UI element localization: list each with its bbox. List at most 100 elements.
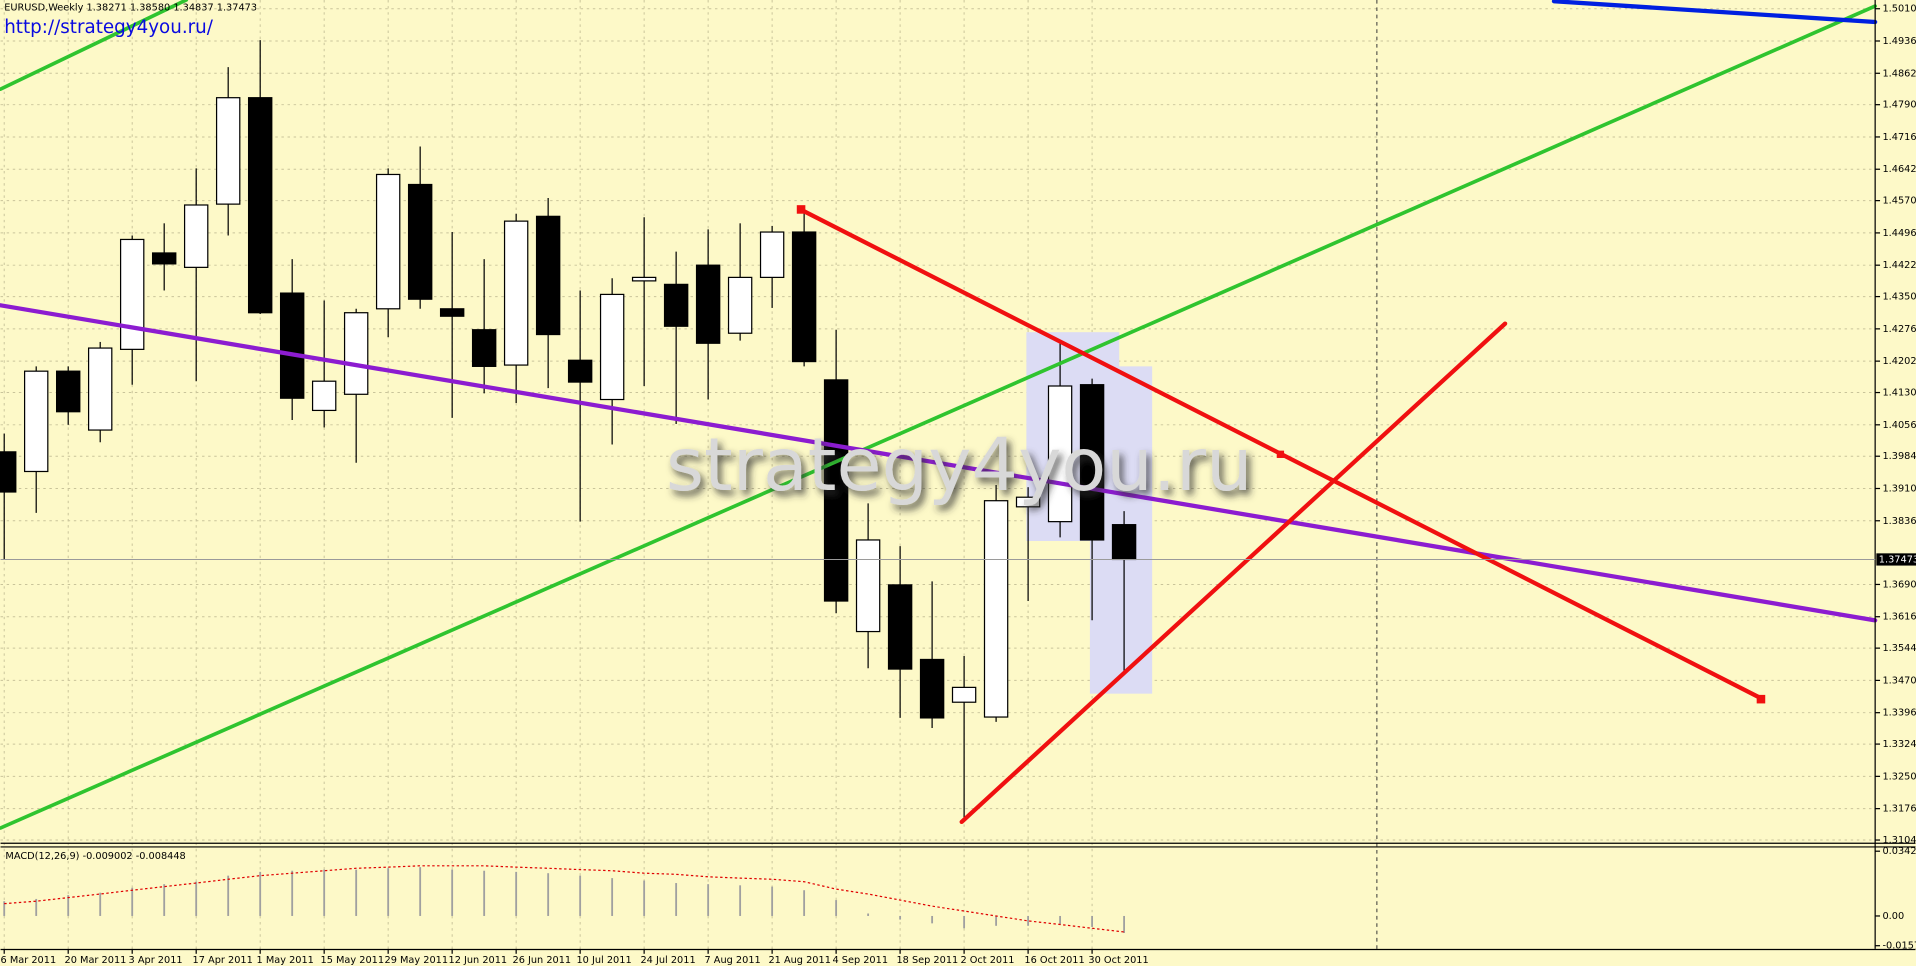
y-tick-label: 1.39100 (1882, 483, 1916, 494)
y-tick-label: 1.39840 (1882, 451, 1916, 462)
candle-body (343, 312, 369, 395)
candle-body (887, 584, 913, 670)
candle-body (119, 238, 145, 350)
candle-body (311, 380, 337, 412)
y-tick-label: 1.43500 (1882, 292, 1916, 303)
x-tick-label: 18 Sep 2011 (896, 955, 958, 966)
candle-body (727, 276, 753, 334)
y-tick-label: 1.47160 (1882, 132, 1916, 143)
candle-body (0, 451, 17, 493)
y-tick-label: 1.41300 (1882, 388, 1916, 399)
candle-body (599, 293, 625, 401)
grid (0, 0, 1876, 949)
y-tick-label: 1.35440 (1882, 643, 1916, 654)
x-tick-label: 12 Jun 2011 (448, 955, 507, 966)
y-tick-label: 1.34700 (1882, 675, 1916, 686)
candle-body (279, 292, 305, 399)
drawings (0, 0, 1878, 830)
candle-body (535, 215, 561, 336)
x-tick-label: 3 Apr 2011 (129, 955, 183, 966)
y-tick-label: 1.46420 (1882, 164, 1916, 175)
candle-body (919, 658, 945, 719)
candle-body (151, 252, 177, 265)
y-tick-label: 1.42020 (1882, 356, 1916, 367)
candle-body (375, 173, 401, 310)
x-tick-label: 17 Apr 2011 (193, 955, 253, 966)
x-tick-label: 1 May 2011 (257, 955, 314, 966)
trend-line (959, 321, 1508, 825)
candle-body (823, 379, 849, 602)
last-price-label: 1.37473 (1879, 554, 1916, 565)
candle-body (23, 370, 49, 473)
x-tick-label: 29 May 2011 (385, 955, 449, 966)
x-tick-label: 30 Oct 2011 (1088, 955, 1148, 966)
y-tick-label: 1.32500 (1882, 771, 1916, 782)
x-tick-label: 16 Oct 2011 (1024, 955, 1084, 966)
y-tick-label: 1.44960 (1882, 228, 1916, 239)
y-tick-label: 1.44220 (1882, 260, 1916, 271)
x-tick-label: 24 Jul 2011 (640, 955, 695, 966)
candle-body (951, 686, 977, 703)
y-tick-label: 1.31760 (1882, 804, 1916, 815)
x-tick-label: 26 Jun 2011 (512, 955, 571, 966)
candle-body (55, 370, 81, 413)
x-tick-label: 6 Mar 2011 (1, 955, 57, 966)
candle-body (87, 347, 113, 431)
candle-body (1047, 385, 1073, 523)
chart-title: EURUSD,Weekly 1.38271 1.38580 1.34837 1.… (4, 2, 257, 13)
y-tick-label: 1.36900 (1882, 579, 1916, 590)
x-tick-label: 20 Mar 2011 (65, 955, 127, 966)
site-link[interactable]: http://strategy4you.ru/ (4, 17, 214, 38)
trend-line (0, 303, 1878, 623)
x-tick-label: 7 Aug 2011 (704, 955, 760, 966)
y-tick-label: -0.01571 (1882, 941, 1916, 952)
y-tick-label: 0.00 (1882, 911, 1904, 922)
candle-body (983, 500, 1009, 718)
y-tick-label: 1.42760 (1882, 324, 1916, 335)
x-tick-label: 15 May 2011 (321, 955, 385, 966)
candle-body (1015, 496, 1041, 508)
x-tick-label: 4 Sep 2011 (832, 955, 888, 966)
candle-body (663, 283, 689, 327)
plot-area (0, 40, 1137, 934)
candle-body (759, 231, 785, 279)
candle-body (503, 220, 529, 366)
candle-body (183, 204, 209, 268)
y-tick-label: 0.034221 (1882, 846, 1916, 857)
candle-body (631, 276, 657, 282)
anchor-point (1276, 450, 1285, 458)
y-tick-label: 1.48620 (1882, 68, 1916, 79)
y-tick-label: 1.50100 (1882, 4, 1916, 15)
candle-body (247, 97, 273, 314)
candle-body (407, 183, 433, 300)
candle-body (439, 308, 465, 317)
trend-line (1551, 0, 1878, 25)
y-tick-label: 1.47900 (1882, 100, 1916, 111)
y-tick-label: 1.49360 (1882, 36, 1916, 47)
y-tick-label: 1.33240 (1882, 739, 1916, 750)
last-price-box (1876, 553, 1916, 566)
watermark: strategy4you.ru (666, 423, 1253, 508)
x-tick-label: 10 Jul 2011 (576, 955, 631, 966)
axes: 1.50100 1.49360 1.48620 1.47900 1.47160 1.464… (1, 4, 1916, 966)
candle-body (471, 329, 497, 367)
anchor-point (1756, 694, 1766, 704)
anchor-point (796, 205, 806, 214)
candle-body (567, 359, 593, 383)
y-tick-label: 1.31040 (1882, 835, 1916, 846)
trend-line (0, 4, 1877, 830)
y-tick-label: 1.33960 (1882, 708, 1916, 719)
trend-line (0, 0, 189, 91)
candle-body (791, 231, 817, 363)
x-tick-label: 2 Oct 2011 (960, 955, 1014, 966)
y-tick-label: 1.36160 (1882, 612, 1916, 623)
candle-body (1111, 524, 1137, 561)
candle-body (1079, 384, 1105, 541)
signal-line (4, 865, 1125, 933)
candle-body (695, 264, 721, 344)
indicator-title: MACD(12,26,9) -0.009002 -0.008448 (5, 851, 185, 862)
x-tick-label: 21 Aug 2011 (768, 955, 830, 966)
y-tick-label: 1.38360 (1882, 516, 1916, 527)
